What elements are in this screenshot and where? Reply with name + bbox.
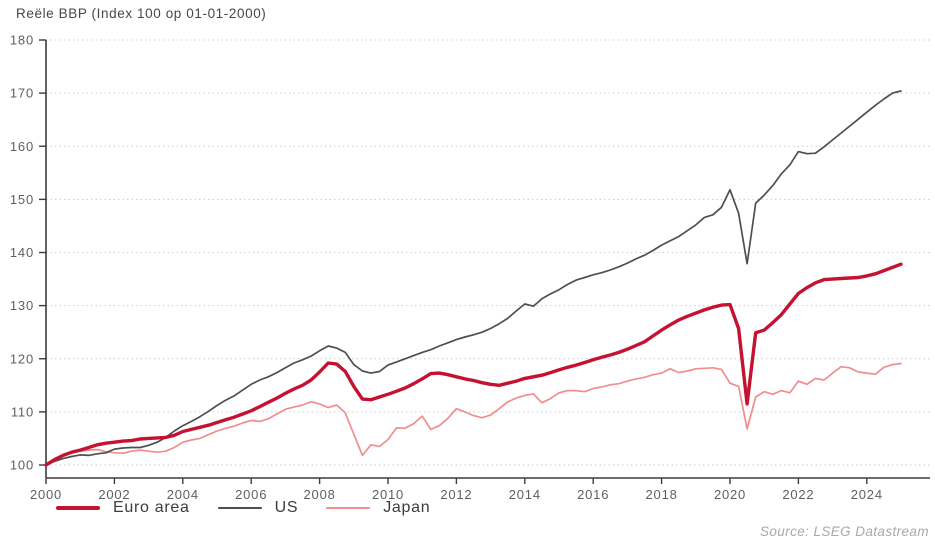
- svg-text:2012: 2012: [440, 487, 472, 502]
- svg-text:2022: 2022: [782, 487, 814, 502]
- svg-text:2006: 2006: [235, 487, 267, 502]
- source-attribution: Source: LSEG Datastream: [759, 524, 929, 539]
- legend-label-us: US: [274, 499, 299, 516]
- us-line-swatch: [217, 507, 262, 509]
- chart-title: Reële BBP (Index 100 op 01-01-2000): [16, 6, 267, 21]
- legend-item-japan: Japan: [326, 499, 430, 517]
- svg-text:2000: 2000: [30, 487, 62, 502]
- svg-text:2014: 2014: [509, 487, 541, 502]
- svg-text:2008: 2008: [304, 487, 336, 502]
- svg-text:2002: 2002: [98, 487, 130, 502]
- svg-text:110: 110: [11, 404, 34, 419]
- svg-text:2024: 2024: [851, 487, 883, 502]
- legend-label-euro-area: Euro area: [113, 499, 190, 516]
- svg-text:2010: 2010: [372, 487, 404, 502]
- legend-label-japan: Japan: [383, 499, 431, 516]
- svg-text:160: 160: [10, 139, 34, 154]
- legend: Euro area US Japan: [56, 499, 430, 517]
- svg-text:2016: 2016: [577, 487, 609, 502]
- legend-item-us: US: [217, 499, 299, 517]
- legend-item-euro-area: Euro area: [56, 499, 190, 517]
- japan-line-swatch: [326, 507, 371, 509]
- euro-area-line-swatch: [56, 506, 100, 510]
- svg-text:2020: 2020: [714, 487, 746, 502]
- svg-text:130: 130: [10, 298, 34, 313]
- svg-text:180: 180: [10, 33, 34, 48]
- svg-text:2018: 2018: [646, 487, 678, 502]
- svg-text:120: 120: [10, 351, 34, 366]
- svg-text:140: 140: [10, 245, 34, 260]
- svg-text:100: 100: [10, 458, 34, 473]
- svg-text:2004: 2004: [167, 487, 199, 502]
- svg-text:170: 170: [10, 86, 34, 101]
- svg-text:150: 150: [10, 192, 34, 207]
